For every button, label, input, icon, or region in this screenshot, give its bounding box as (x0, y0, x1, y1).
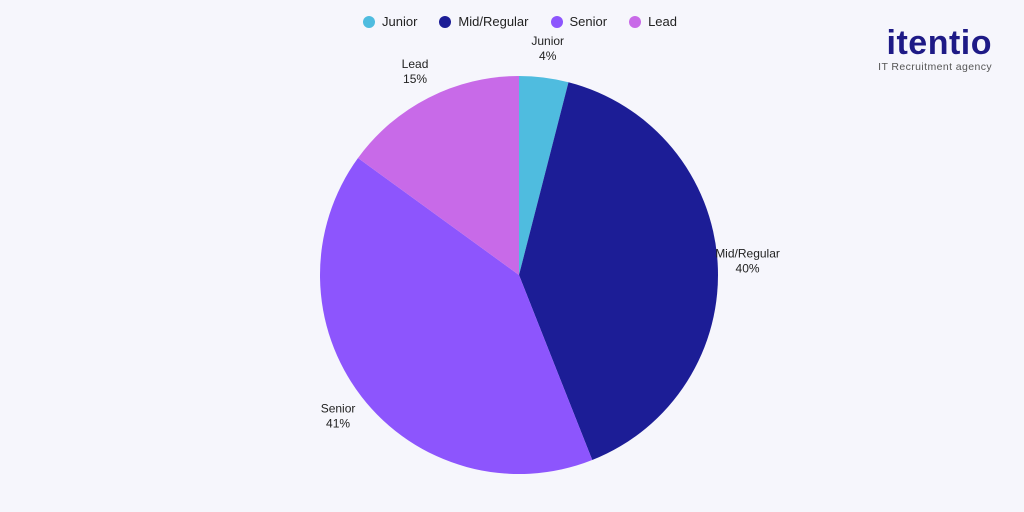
pie-slice-lead (358, 75, 519, 275)
legend-item: Senior (550, 14, 608, 29)
legend-swatch (362, 15, 375, 28)
chart-legend: Junior Mid/Regular Senior Lead (0, 14, 1024, 29)
legend-swatch (629, 15, 642, 28)
pie-slice-senior (319, 158, 593, 474)
legend-swatch (550, 15, 563, 28)
slice-label-value: 40% (736, 262, 760, 276)
slice-label-name: Senior (321, 401, 356, 415)
legend-label: Mid/Regular (458, 14, 529, 29)
legend-swatch (439, 15, 452, 28)
logo-tagline: IT Recruitment agency (878, 61, 992, 73)
legend-item: Lead (629, 14, 677, 29)
slice-label-name: Junior (531, 34, 564, 48)
legend-label: Junior (381, 14, 418, 29)
pie-slice-mid-regular (519, 82, 718, 461)
logo-wordmark: itentio (886, 24, 992, 62)
brand-logo: itentio IT Recruitment agency (878, 26, 992, 73)
slice-label-name: Mid/Regular (715, 247, 780, 261)
legend-label: Senior (569, 14, 608, 29)
pie-slice-junior (519, 76, 569, 275)
slice-label-value: 4% (539, 49, 557, 63)
slice-label-name: Lead (402, 57, 429, 71)
legend-item: Mid/Regular (439, 14, 529, 29)
legend-label: Lead (648, 14, 677, 29)
slice-label-value: 15% (403, 72, 427, 86)
slice-label-value: 41% (326, 416, 350, 430)
legend-item: Junior (362, 14, 418, 29)
